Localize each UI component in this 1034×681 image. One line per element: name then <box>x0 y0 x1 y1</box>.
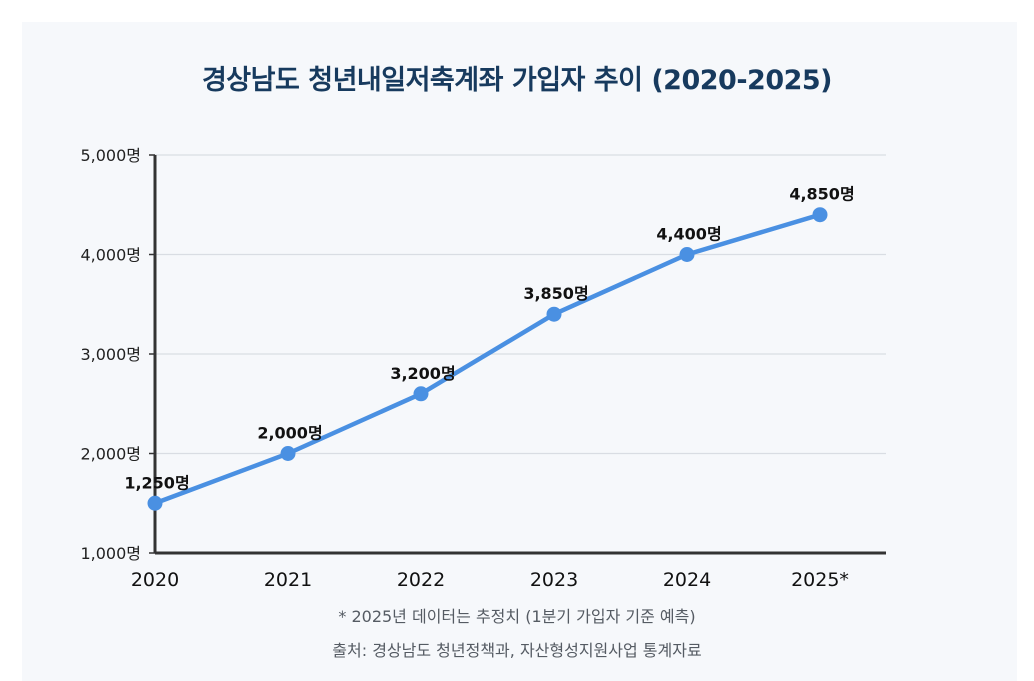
data-label: 1,250명 <box>124 473 189 492</box>
y-tick-label: 1,000명 <box>80 544 141 563</box>
data-point <box>679 247 695 262</box>
data-point <box>147 495 163 511</box>
data-label: 2,000명 <box>257 424 322 443</box>
x-tick-label: 2020 <box>131 569 179 591</box>
y-tick-label: 3,000명 <box>80 345 141 364</box>
y-tick-label: 2,000명 <box>80 445 141 464</box>
data-label: 3,200명 <box>390 364 455 383</box>
forecast-note: * 2025년 데이터는 추정치 (1분기 가입자 기준 예측) <box>338 607 696 626</box>
series-line <box>152 212 823 506</box>
x-tick-label: 2025* <box>791 569 849 591</box>
data-point <box>812 207 828 223</box>
chart-card <box>22 22 1017 681</box>
x-tick-label: 2024 <box>663 569 711 591</box>
y-tick-label: 4,000명 <box>80 246 141 265</box>
data-label: 4,400명 <box>656 225 721 244</box>
y-tick-label: 5,000명 <box>80 146 141 165</box>
data-point <box>546 306 562 322</box>
source-note: 출처: 경상남도 청년정책과, 자산형성지원사업 통계자료 <box>332 641 702 660</box>
chart-title: 경상남도 청년내일저축계좌 가입자 추이 (2020-2025) <box>201 65 833 96</box>
x-tick-label: 2021 <box>264 569 312 591</box>
data-point <box>280 446 296 461</box>
data-label: 4,850명 <box>789 185 854 204</box>
x-tick-label: 2022 <box>397 569 445 591</box>
data-label: 3,850명 <box>523 284 588 303</box>
x-tick-label: 2023 <box>530 569 578 591</box>
data-point <box>413 386 429 402</box>
